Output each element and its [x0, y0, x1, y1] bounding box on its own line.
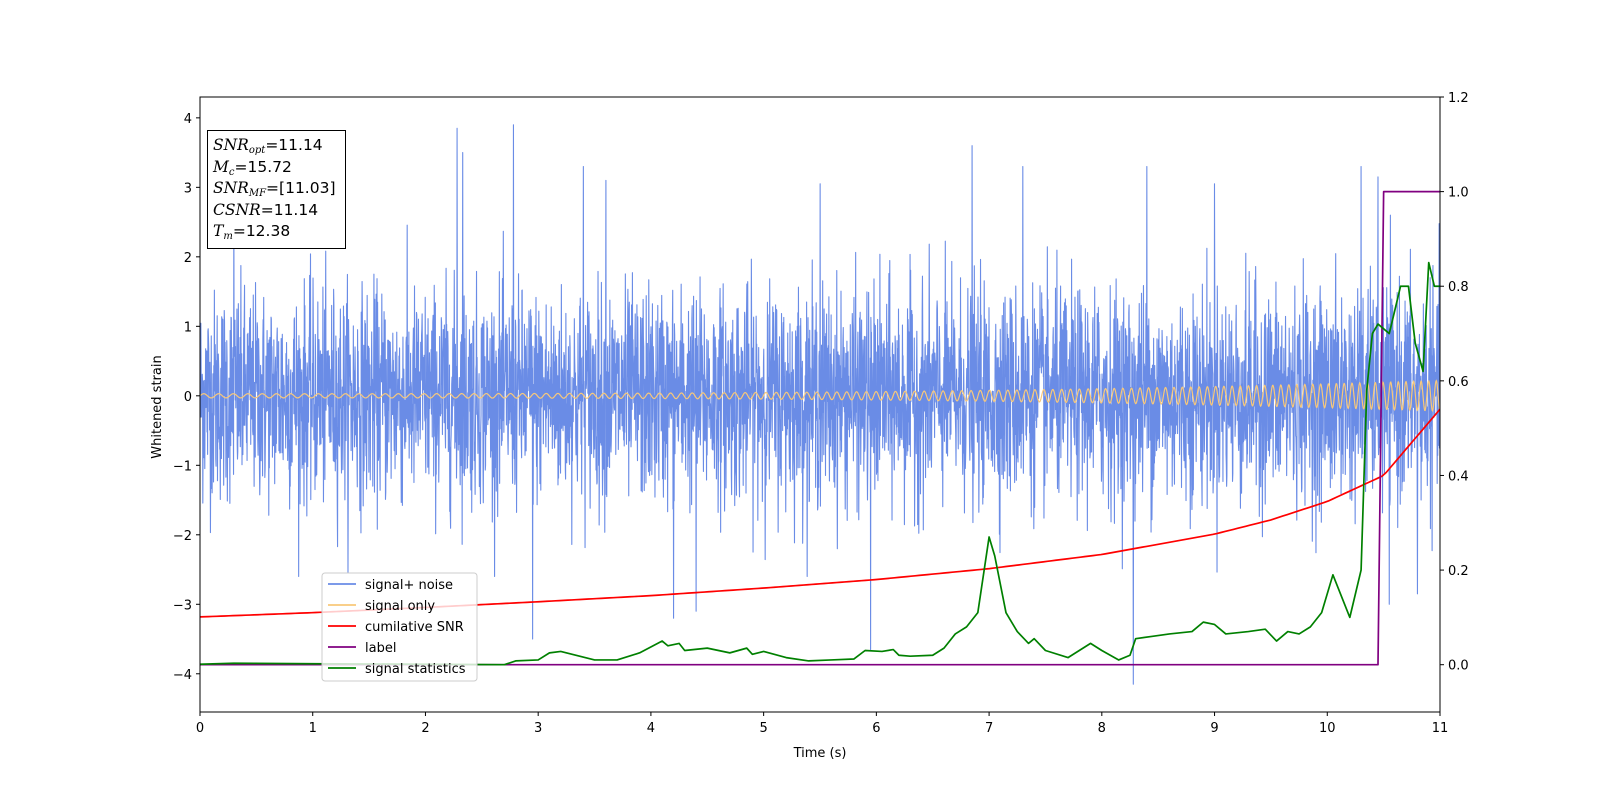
- y-right-tick-label: 0.6: [1448, 375, 1469, 390]
- axes-frame: [199, 96, 1441, 713]
- snr-mf-annotation: SNRMF=[11.03]: [213, 179, 336, 199]
- y-tick-label: 0: [184, 390, 192, 405]
- x-tick-label: 9: [1210, 721, 1218, 736]
- x-tick-label: 8: [1098, 721, 1106, 736]
- x-tick-label: 7: [985, 721, 993, 736]
- x-tick-label: 6: [872, 721, 880, 736]
- legend: signal+ noise signal only cumilative SNR la…: [321, 572, 478, 682]
- y-axis-label: Whitened strain: [150, 355, 165, 458]
- x-tick-label: 1: [309, 721, 317, 736]
- metrics-annotation-box: SNRopt=11.14 Mc=15.72 SNRMF=[11.03] CSNR…: [207, 130, 346, 249]
- y-right-tick-label: 1.0: [1448, 186, 1469, 201]
- y-tick-label: −2: [173, 529, 192, 544]
- series-signal-statistics-line: [200, 261, 1440, 666]
- y-right-tick-label: 1.2: [1448, 91, 1469, 106]
- x-tick-label: 3: [534, 721, 542, 736]
- y-right-tick-label: 0.2: [1448, 564, 1469, 579]
- csnr-annotation: CSNR=11.14: [213, 200, 319, 219]
- x-axis-label: Time (s): [793, 746, 847, 761]
- x-tick-label: 2: [421, 721, 429, 736]
- tm-annotation: Tm=12.38: [213, 222, 291, 242]
- y-tick-label: 1: [184, 320, 192, 335]
- legend-label: signal only: [365, 599, 435, 614]
- y-tick-label: 3: [184, 181, 192, 196]
- mc-annotation: Mc=15.72: [213, 157, 292, 178]
- series-signal-noise-line: [200, 124, 1440, 685]
- legend-label: signal+ noise: [365, 578, 453, 593]
- legend-frame: [321, 572, 478, 682]
- series-signal-only-line: [200, 379, 1440, 413]
- y-tick-label: −3: [173, 598, 192, 613]
- y-tick-label: 4: [184, 112, 192, 127]
- x-tick-label: 10: [1319, 721, 1336, 736]
- x-tick-label: 4: [647, 721, 655, 736]
- x-tick-label: 11: [1432, 721, 1449, 736]
- y-right-tick-label: 0.4: [1448, 469, 1469, 484]
- x-tick-label: 0: [196, 721, 204, 736]
- y-right-tick-label: 0.8: [1448, 280, 1469, 295]
- series-label-line: [200, 190, 1440, 666]
- y-right-tick-label: 0.0: [1448, 659, 1469, 674]
- legend-label: signal statistics: [365, 662, 466, 677]
- y-tick-label: 2: [184, 251, 192, 266]
- legend-label: cumilative SNR: [365, 620, 464, 635]
- y-tick-label: −1: [173, 459, 192, 474]
- x-tick-label: 5: [759, 721, 767, 736]
- y-tick-label: −4: [173, 668, 192, 683]
- snr-opt-annotation: SNRopt=11.14: [213, 136, 323, 156]
- legend-label: label: [365, 641, 396, 656]
- axes: 0 1 2 3 4 5 6 7 8 9 10 11 −4 −3 −2 −1 0 1 2 3 4 0.0 0.2 0.4 0.6 0…: [173, 91, 1469, 736]
- legend-entries: signal+ noise signal only cumilative SNR la…: [328, 578, 466, 677]
